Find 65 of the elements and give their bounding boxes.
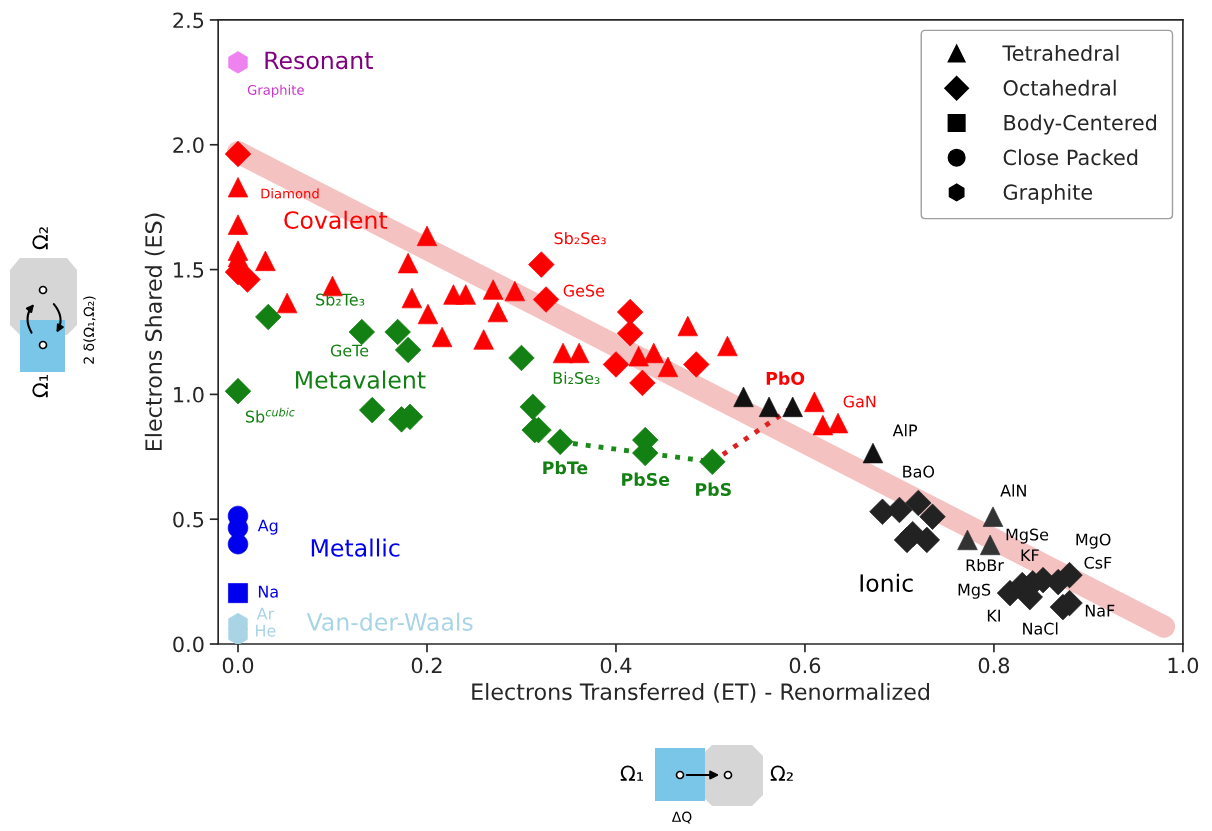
text: Ω₂	[32, 227, 48, 250]
legend-label: Body-Centered	[1004, 114, 1157, 135]
text: 2 δ(Ω₁,Ω₂)	[83, 296, 96, 364]
annotation: RbBr	[966, 558, 1004, 572]
annotation: GaN	[843, 395, 876, 408]
annotation: AlN	[1000, 484, 1026, 497]
annotation: Bi₂Se₃	[553, 371, 600, 385]
annotation: AlP	[892, 424, 918, 437]
annotation: Resonant	[265, 51, 373, 70]
point	[255, 303, 282, 331]
x-axis-title: Electrons Transferred (ET) - Renormalized	[472, 682, 929, 703]
y-tick-label: 0.5	[173, 511, 204, 528]
annotation: NaF	[1085, 604, 1115, 617]
annotation: Graphite	[247, 84, 304, 98]
text: ΔQ	[671, 811, 692, 824]
x-tick-label: 1.0	[1168, 657, 1199, 674]
annotation: MgSe	[1006, 528, 1049, 544]
legend-label: Graphite	[1003, 183, 1093, 205]
annotation: MgO	[1076, 533, 1111, 549]
x-tick-label: 0.2	[411, 657, 442, 674]
x-tick-label: 0.0	[222, 657, 254, 674]
point	[629, 369, 656, 397]
text: Ω₁	[620, 765, 643, 781]
annotation: CsF	[1084, 556, 1112, 569]
annotation: PbO	[766, 371, 805, 385]
annotation: PbS	[696, 482, 731, 497]
annotation: Sb$^{cubic}$	[245, 407, 295, 423]
annotation: He	[256, 624, 276, 637]
y-tick-label: 1.0	[174, 386, 204, 403]
y-axis-title: Electrons Shared (ES)	[144, 213, 165, 451]
annotation: KF	[1021, 549, 1039, 562]
annotation: Metavalent	[296, 370, 426, 389]
text: Ω₁	[32, 375, 48, 398]
annotation: Ionic	[860, 573, 913, 592]
legend-label: Close Packed	[1003, 149, 1138, 166]
annotation: Van-der-Waals	[306, 612, 473, 631]
y-tick-label: 1.5	[174, 262, 204, 278]
y-tick-label: 2.0	[173, 137, 204, 153]
annotation: PbSe	[622, 472, 670, 487]
annotation: Sb₂Se₃	[554, 231, 606, 245]
annotation: Metallic	[311, 538, 400, 557]
annotation: Ar	[256, 607, 275, 620]
annotation: PbTe	[543, 460, 588, 475]
y-tick-label: 2.5	[173, 12, 204, 29]
annotation: BaO	[903, 465, 935, 478]
point	[384, 318, 411, 346]
point	[519, 393, 546, 421]
x-tick-label: 0.6	[789, 657, 821, 674]
annotation: NaCl	[1023, 622, 1058, 635]
legend-label: Tetrahedral	[1002, 44, 1119, 62]
legend-label: Octahedral	[1003, 79, 1116, 96]
annotation: Covalent	[284, 210, 388, 229]
annotation: Na	[258, 585, 278, 598]
annotation: MgS	[958, 583, 991, 599]
annotation: KI	[987, 609, 1000, 622]
annotation: Diamond	[261, 188, 319, 199]
annotation: Sb₂Te₃	[316, 293, 365, 306]
annotation: Ag	[257, 519, 278, 535]
annotation: GeTe	[330, 344, 369, 357]
point	[804, 391, 825, 413]
x-tick-label: 0.4	[600, 657, 632, 674]
text: Ω₂	[770, 765, 793, 781]
x-tick-label: 0.8	[978, 657, 1010, 674]
annotation: GeSe	[563, 284, 605, 297]
y-tick-label: 0.0	[173, 636, 204, 653]
